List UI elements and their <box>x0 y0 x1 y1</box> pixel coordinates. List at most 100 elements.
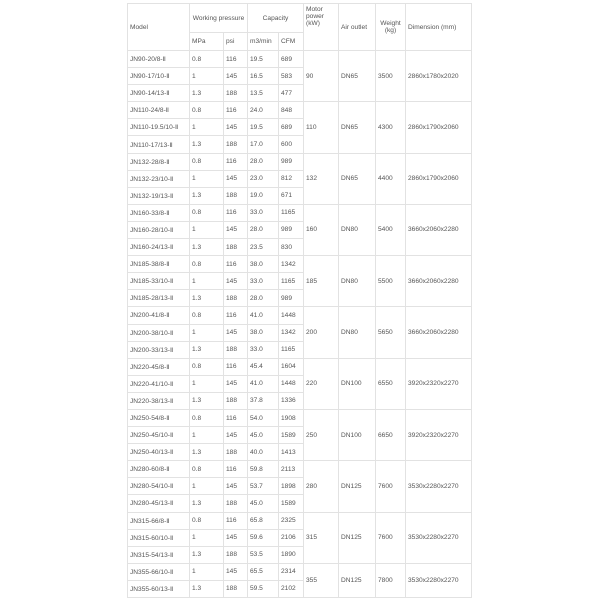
mpa-cell: 1.3 <box>189 579 224 599</box>
model-cell: JN160-28/10-Ⅱ <box>127 220 190 240</box>
m3min-cell: 28.0 <box>247 220 279 240</box>
m3min-cell: 37.8 <box>247 391 279 410</box>
dimension-cell: 3530x2280x2270 <box>405 562 472 599</box>
cfm-cell: 1890 <box>278 545 304 564</box>
dimension-cell: 2860x1780x2020 <box>405 49 472 103</box>
header-dimension: Dimension (mm) <box>405 3 472 51</box>
mpa-cell: 0.8 <box>189 152 224 171</box>
psi-cell: 116 <box>223 460 248 479</box>
motor-power-cell: 280 <box>303 460 339 513</box>
cfm-cell: 600 <box>278 135 304 154</box>
m3min-cell: 38.0 <box>247 323 279 342</box>
mpa-cell: 1 <box>189 426 224 445</box>
model-cell: JN220-38/13-Ⅱ <box>127 391 190 410</box>
mpa-cell: 1.3 <box>189 238 224 257</box>
psi-cell: 188 <box>223 443 248 462</box>
cfm-cell: 2314 <box>278 562 304 581</box>
psi-cell: 116 <box>223 49 248 69</box>
psi-cell: 188 <box>223 289 248 308</box>
cfm-cell: 689 <box>278 49 304 69</box>
dimension-cell: 2860x1790x2060 <box>405 101 472 154</box>
header-m3min: m3/min <box>247 32 279 51</box>
m3min-cell: 45.0 <box>247 494 279 513</box>
m3min-cell: 45.4 <box>247 357 279 376</box>
header-psi: psi <box>223 32 248 51</box>
m3min-cell: 24.0 <box>247 101 279 120</box>
table-row: JN185-33/10-Ⅱ 1 145 33.0 1165 <box>127 272 472 291</box>
model-cell: JN280-60/8-Ⅱ <box>127 460 190 479</box>
cfm-cell: 2113 <box>278 460 304 479</box>
motor-power-cell: 220 <box>303 357 339 410</box>
psi-cell: 145 <box>223 426 248 445</box>
cfm-cell: 1448 <box>278 306 304 325</box>
mpa-cell: 0.8 <box>189 255 224 274</box>
weight-cell: 7600 <box>375 511 406 564</box>
psi-cell: 116 <box>223 357 248 376</box>
motor-power-cell: 185 <box>303 255 339 308</box>
m3min-cell: 41.0 <box>247 374 279 393</box>
model-cell: JN132-23/10-Ⅱ <box>127 169 190 188</box>
air-outlet-cell: DN125 <box>338 511 376 564</box>
table-row: JN185-38/8-Ⅱ 0.8 116 38.0 1342 185 DN80 5500 366… <box>127 255 472 308</box>
weight-cell: 4300 <box>375 101 406 154</box>
model-cell: JN185-38/8-Ⅱ <box>127 255 190 274</box>
header-model: Model <box>127 3 190 51</box>
psi-cell: 188 <box>223 186 248 205</box>
table-row: JN220-41/10-Ⅱ 1 145 41.0 1448 <box>127 374 472 393</box>
weight-cell: 6650 <box>375 408 406 462</box>
m3min-cell: 33.0 <box>247 272 279 291</box>
cfm-cell: 2106 <box>278 528 304 547</box>
m3min-cell: 53.7 <box>247 477 279 496</box>
mpa-cell: 1.3 <box>189 494 224 513</box>
mpa-cell: 1 <box>189 272 224 291</box>
air-outlet-cell: DN65 <box>338 152 376 205</box>
psi-cell: 188 <box>223 545 248 564</box>
psi-cell: 116 <box>223 203 248 222</box>
m3min-cell: 33.0 <box>247 340 279 359</box>
m3min-cell: 59.6 <box>247 528 279 547</box>
cfm-cell: 1165 <box>278 203 304 222</box>
mpa-cell: 1.3 <box>189 84 224 103</box>
psi-cell: 145 <box>223 562 248 581</box>
m3min-cell: 28.0 <box>247 289 279 308</box>
cfm-cell: 1336 <box>278 391 304 410</box>
model-cell: JN220-41/10-Ⅱ <box>127 374 190 393</box>
psi-cell: 145 <box>223 67 248 86</box>
weight-cell: 5500 <box>375 255 406 308</box>
header-mpa: MPa <box>189 32 224 51</box>
header-motor-power: Motor power (kW) <box>303 3 339 51</box>
model-cell: JN160-24/13-Ⅱ <box>127 238 190 257</box>
model-cell: JN110-24/8-Ⅱ <box>127 101 190 120</box>
mpa-cell: 0.8 <box>189 49 224 69</box>
mpa-cell: 1 <box>189 562 224 581</box>
cfm-cell: 1589 <box>278 494 304 513</box>
header-cfm: CFM <box>278 32 304 51</box>
cfm-cell: 989 <box>278 152 304 171</box>
cfm-cell: 1589 <box>278 426 304 445</box>
psi-cell: 145 <box>223 477 248 496</box>
dimension-cell: 3530x2280x2270 <box>405 511 472 564</box>
motor-power-cell: 110 <box>303 101 339 154</box>
dimension-cell: 2860x1790x2060 <box>405 152 472 205</box>
mpa-cell: 0.8 <box>189 511 224 530</box>
m3min-cell: 16.5 <box>247 67 279 86</box>
cfm-cell: 1165 <box>278 340 304 359</box>
table-row: JN110-17/13-Ⅱ 1.3 188 17.0 600 <box>127 135 472 154</box>
weight-cell: 3500 <box>375 49 406 103</box>
psi-cell: 145 <box>223 323 248 342</box>
mpa-cell: 1.3 <box>189 391 224 410</box>
table-row: JN315-54/13-Ⅱ 1.3 188 53.5 1890 <box>127 545 472 564</box>
table-row: JN160-28/10-Ⅱ 1 145 28.0 989 <box>127 220 472 240</box>
psi-cell: 188 <box>223 391 248 410</box>
cfm-cell: 1165 <box>278 272 304 291</box>
m3min-cell: 23.5 <box>247 238 279 257</box>
cfm-cell: 830 <box>278 238 304 257</box>
header-weight: Weight (kg) <box>375 3 406 51</box>
model-cell: JN280-54/10-Ⅱ <box>127 477 190 496</box>
mpa-cell: 1 <box>189 528 224 547</box>
table-row: JN160-33/8-Ⅱ 0.8 116 33.0 1165 160 DN80 5400 366… <box>127 203 472 257</box>
model-cell: JN90-20/8-Ⅱ <box>127 49 190 69</box>
dimension-cell: 3530x2280x2270 <box>405 460 472 513</box>
mpa-cell: 0.8 <box>189 408 224 428</box>
psi-cell: 188 <box>223 494 248 513</box>
